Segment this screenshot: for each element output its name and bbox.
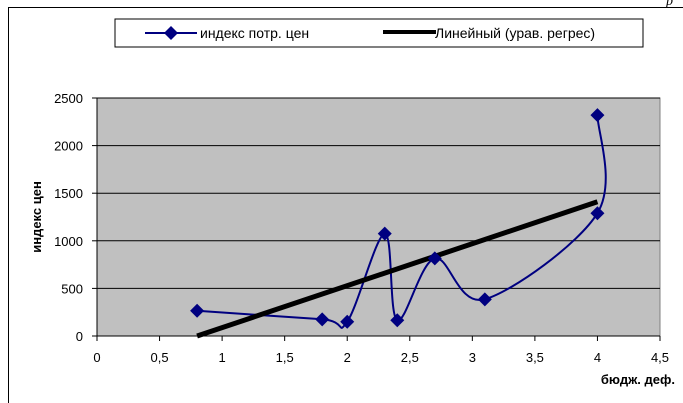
y-axis-ticks: 0 500 1000 1500 2000 2500 [54,91,97,344]
x-tick-label: 0,5 [151,350,169,365]
y-tick-label: 0 [76,329,83,344]
data-point [390,313,405,328]
corner-mark: р [666,0,673,9]
x-axis-label: бюдж. деф. [601,372,675,387]
data-point [477,292,492,307]
trendline [196,199,599,339]
data-point [590,108,605,123]
y-tick-label: 1000 [54,234,83,249]
y-tick-label: 2000 [54,139,83,154]
x-tick-label: 1,5 [276,350,294,365]
y-tick-label: 500 [61,281,83,296]
data-point [590,206,605,221]
y-axis-label: индекс цен [29,181,44,253]
y-tick-label: 2500 [54,91,83,106]
data-point [340,314,355,329]
gridlines [96,97,660,337]
frame-top-border [8,7,683,8]
data-point [377,226,392,241]
x-tick-label: 0 [93,350,100,365]
chart-marks [190,108,607,339]
x-tick-label: 1 [218,350,225,365]
plot-area [96,97,661,337]
legend-box [114,18,644,48]
x-tick-label: 4 [594,350,601,365]
legend: индекс потр. цен Линейный (урав. регрес) [114,18,644,48]
frame-left-border [8,7,9,403]
x-tick-label: 3,5 [526,350,544,365]
data-point [315,312,330,327]
x-tick-label: 2,5 [401,350,419,365]
x-tick-label: 4,5 [651,350,669,365]
legend-trend-label: Линейный (урав. регрес) [435,25,595,41]
data-point [190,303,205,318]
y-tick-label: 1500 [54,186,83,201]
x-tick-label: 3 [469,350,476,365]
x-axis-ticks: 0 0,5 1 1,5 2 2,5 3 3,5 4 4,5 [93,336,669,365]
legend-series-label: индекс потр. цен [200,25,309,41]
legend-series-marker [164,26,178,40]
data-point [427,251,442,266]
x-tick-label: 2 [344,350,351,365]
